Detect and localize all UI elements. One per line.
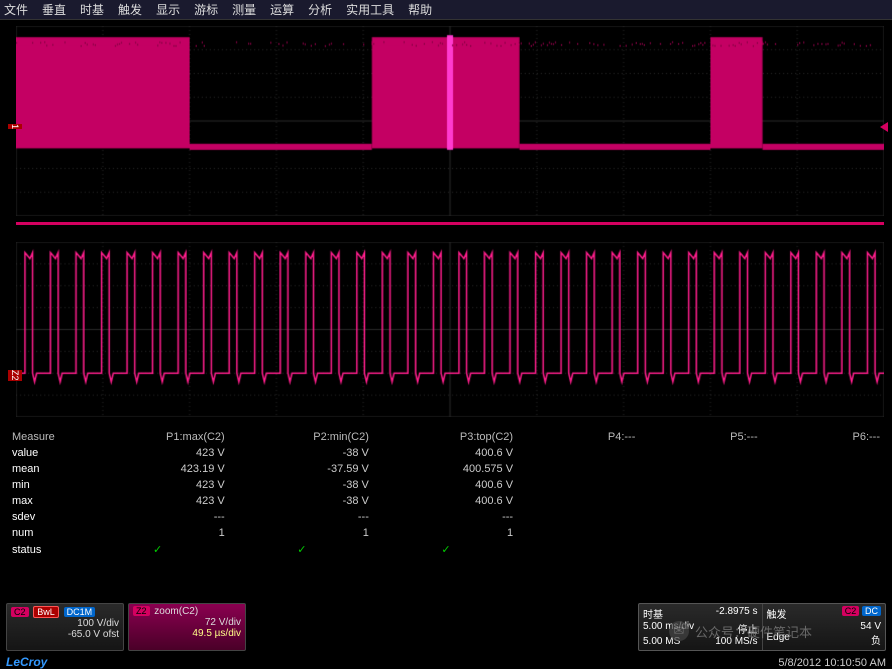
c2-badge: C2 <box>11 607 29 617</box>
c2-scale: 100 V/div <box>11 618 119 629</box>
trigger-level-arrow[interactable] <box>880 122 888 132</box>
measurement-panel: MeasureP1:max(C2)P2:min(C2)P3:top(C2)P4:… <box>6 428 886 559</box>
waveform-upper: 1 <box>16 26 884 216</box>
menu-游标[interactable]: 游标 <box>194 1 218 18</box>
trig-label: 触发 <box>767 606 787 621</box>
menu-实用工具[interactable]: 实用工具 <box>346 1 394 18</box>
z2-name: zoom(C2) <box>154 606 198 617</box>
wechat-icon: ✉ <box>669 621 689 641</box>
tb-val: -2.8975 s <box>716 606 758 621</box>
time-marker-bar <box>16 222 884 225</box>
menu-帮助[interactable]: 帮助 <box>408 1 432 18</box>
channel-c2-box[interactable]: C2 BwL DC1M 100 V/div -65.0 V ofst <box>6 603 124 651</box>
bwl-badge: BwL <box>33 606 59 618</box>
scope-display: 1 Z2 <box>6 22 886 422</box>
menu-bar: 文件垂直时基触发显示游标测量运算分析实用工具帮助 <box>0 0 892 20</box>
waveform-lower: Z2 <box>16 242 884 417</box>
trig-slope: 负 <box>871 632 881 647</box>
menu-分析[interactable]: 分析 <box>308 1 332 18</box>
z2-time: 49.5 µs/div <box>133 628 241 639</box>
menu-测量[interactable]: 测量 <box>232 1 256 18</box>
menu-时基[interactable]: 时基 <box>80 1 104 18</box>
brand-logo: LeCroy <box>6 655 47 669</box>
c2-offset: -65.0 V ofst <box>11 629 119 640</box>
timestamp: 5/8/2012 10:10:50 AM <box>778 657 886 669</box>
tb-label: 时基 <box>643 606 663 621</box>
menu-垂直[interactable]: 垂直 <box>42 1 66 18</box>
dc1m-badge: DC1M <box>64 607 96 617</box>
watermark-text: 公众号：硬件笔记本 <box>695 622 812 641</box>
menu-运算[interactable]: 运算 <box>270 1 294 18</box>
measurement-table: MeasureP1:max(C2)P2:min(C2)P3:top(C2)P4:… <box>6 428 886 559</box>
z2-scale: 72 V/div <box>133 617 241 628</box>
menu-显示[interactable]: 显示 <box>156 1 180 18</box>
channel-z2-box[interactable]: Z2 zoom(C2) 72 V/div 49.5 µs/div <box>128 603 246 651</box>
trig-level: 54 V <box>860 621 881 632</box>
menu-文件[interactable]: 文件 <box>4 1 28 18</box>
watermark: ✉ 公众号：硬件笔记本 <box>669 621 812 641</box>
trig-dc-badge: DC <box>862 606 881 616</box>
menu-触发[interactable]: 触发 <box>118 1 142 18</box>
channel-z2-label: Z2 <box>8 370 22 381</box>
channel-1-label: 1 <box>8 124 22 129</box>
z2-badge: Z2 <box>133 606 150 616</box>
trig-c2-badge: C2 <box>842 606 860 616</box>
